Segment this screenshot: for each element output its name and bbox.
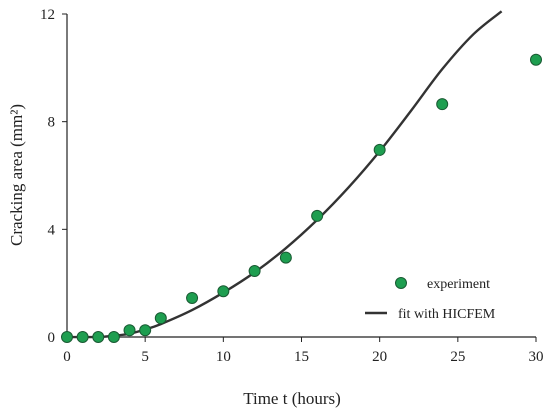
data-point-experiment	[123, 324, 136, 337]
legend-label-fit: fit with HICFEM	[398, 307, 496, 322]
x-tick-label: 30	[529, 349, 544, 365]
series-markers-experiment	[61, 53, 542, 343]
x-tick-label: 15	[294, 349, 309, 365]
data-point-experiment	[154, 312, 167, 325]
x-ticks: 0 5 10 15 20 25 30	[63, 337, 544, 365]
y-axis-title: Cracking area (mm²)	[7, 104, 26, 246]
data-point-experiment	[186, 291, 199, 304]
x-axis-title: Time t (hours)	[243, 389, 341, 408]
legend-marker-experiment	[395, 277, 407, 289]
data-point-experiment	[217, 285, 230, 298]
x-tick-label: 25	[450, 349, 465, 365]
y-tick-label: 4	[48, 222, 56, 238]
plot-area: 0 5 10 15 20 25 30 0 4 8 12	[40, 7, 544, 365]
legend: experiment fit with HICFEM	[365, 277, 496, 322]
data-point-experiment	[373, 143, 386, 156]
y-ticks: 0 4 8 12	[40, 7, 67, 346]
x-tick-label: 0	[63, 349, 71, 365]
y-tick-label: 12	[40, 7, 55, 23]
data-point-experiment	[279, 251, 292, 264]
x-tick-label: 10	[216, 349, 231, 365]
data-point-experiment	[311, 209, 324, 222]
x-tick-label: 5	[141, 349, 149, 365]
legend-label-experiment: experiment	[427, 277, 490, 292]
y-tick-label: 0	[48, 330, 56, 346]
data-point-experiment	[61, 331, 73, 343]
data-point-experiment	[248, 265, 261, 278]
data-point-experiment	[530, 53, 542, 66]
x-tick-label: 20	[372, 349, 387, 365]
data-point-experiment	[436, 98, 449, 111]
data-point-experiment	[107, 331, 120, 343]
data-point-experiment	[139, 324, 152, 337]
data-point-experiment	[92, 331, 105, 343]
y-tick-label: 8	[48, 115, 56, 131]
data-point-experiment	[76, 331, 89, 343]
